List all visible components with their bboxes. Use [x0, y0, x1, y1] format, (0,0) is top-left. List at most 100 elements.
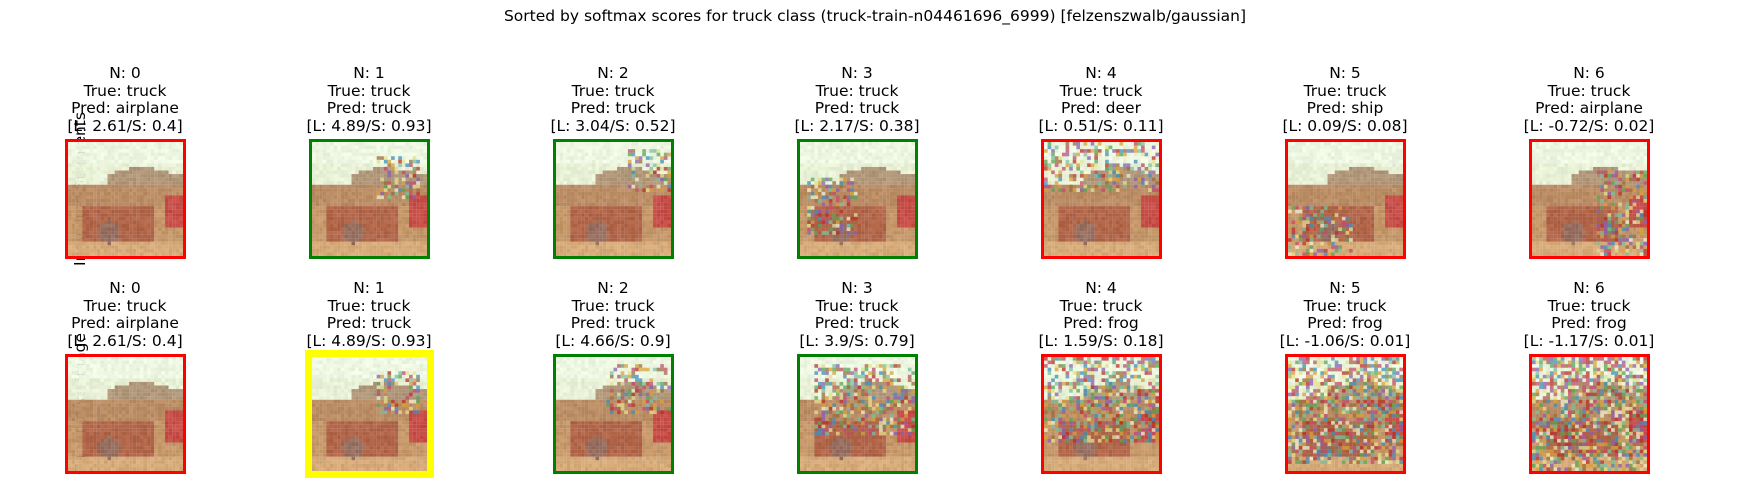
panel-index-label: N: 3	[841, 64, 873, 82]
panel-caption: N: 5 True: truck Pred: ship [L: 0.09/S: 0.0…	[1265, 64, 1425, 135]
panel-index-label: N: 5	[1329, 279, 1361, 297]
panel-scores-label: [L: 0.51/S: 0.11]	[1038, 116, 1164, 135]
panel-true-label: True: truck	[1303, 296, 1387, 315]
cumulative-panel-6: N: 6 True: truck Pred: frog [L: -1.17/S: 0.…	[1509, 279, 1669, 350]
panel-pred-label: Pred: ship	[1306, 99, 1384, 117]
panel-true-label: True: truck	[1547, 81, 1631, 100]
panel-image	[1285, 354, 1406, 474]
panel-image	[1529, 354, 1650, 474]
panel-image	[1041, 139, 1162, 259]
cumulative-panel-2: N: 2 True: truck Pred: truck [L: 4.66/S: 0.…	[533, 279, 693, 350]
panel-pred-label: Pred: frog	[1551, 314, 1627, 332]
panel-index-label: N: 1	[353, 279, 385, 297]
panel-true-label: True: truck	[83, 81, 167, 100]
panel-image-pixels	[800, 142, 915, 256]
panel-scores-label: [L: -1.17/S: 0.01]	[1523, 331, 1655, 350]
cumulative-panel-4: N: 4 True: truck Pred: frog [L: 1.59/S: 0.1…	[1021, 279, 1181, 350]
cumulative-panel-0: N: 0 True: truck Pred: airplane [L: 2.61/S:…	[45, 279, 205, 350]
panel-image-pixels	[556, 142, 671, 256]
panel-image	[553, 139, 674, 259]
panel-index-label: N: 5	[1329, 64, 1361, 82]
panel-image-pixels	[1288, 142, 1403, 256]
panel-caption: N: 3 True: truck Pred: truck [L: 2.17/S: 0.…	[777, 64, 937, 135]
cumulative-panel-3: N: 3 True: truck Pred: truck [L: 3.9/S: 0.7…	[777, 279, 937, 350]
panel-scores-label: [L: -0.72/S: 0.02]	[1523, 116, 1655, 135]
panel-scores-label: [L: 4.89/S: 0.93]	[306, 116, 432, 135]
panel-index-label: N: 4	[1085, 279, 1117, 297]
panel-pred-label: Pred: deer	[1061, 99, 1141, 117]
panel-caption: N: 2 True: truck Pred: truck [L: 4.66/S: 0.…	[533, 279, 693, 350]
segment-panel-3: N: 3 True: truck Pred: truck [L: 2.17/S: 0.…	[777, 64, 937, 135]
panel-scores-label: [L: 3.9/S: 0.79]	[799, 331, 915, 350]
segment-panel-6: N: 6 True: truck Pred: airplane [L: -0.72/S…	[1509, 64, 1669, 135]
segment-panel-0: N: 0 True: truck Pred: airplane [L: 2.61/S:…	[45, 64, 205, 135]
panel-index-label: N: 0	[109, 64, 141, 82]
panel-caption: N: 1 True: truck Pred: truck [L: 4.89/S: 0.…	[289, 64, 449, 135]
panel-scores-label: [L: 2.17/S: 0.38]	[794, 116, 920, 135]
panel-scores-label: [L: 4.89/S: 0.93]	[306, 331, 432, 350]
panel-scores-label: [L: -1.06/S: 0.01]	[1279, 331, 1411, 350]
panel-index-label: N: 4	[1085, 64, 1117, 82]
panel-image-pixels	[1044, 142, 1159, 256]
panel-image	[309, 139, 430, 259]
panel-caption: N: 4 True: truck Pred: deer [L: 0.51/S: 0.1…	[1021, 64, 1181, 135]
panel-image	[553, 354, 674, 474]
panel-image	[65, 354, 186, 474]
segment-panel-4: N: 4 True: truck Pred: deer [L: 0.51/S: 0.1…	[1021, 64, 1181, 135]
panel-image-pixels	[1288, 357, 1403, 471]
panel-caption: N: 5 True: truck Pred: frog [L: -1.06/S: 0.…	[1265, 279, 1425, 350]
panel-true-label: True: truck	[815, 296, 899, 315]
panel-image	[797, 139, 918, 259]
panel-image	[797, 354, 918, 474]
panel-image-pixels	[800, 357, 915, 471]
panel-true-label: True: truck	[327, 296, 411, 315]
panel-scores-label: [L: 2.61/S: 0.4]	[67, 116, 183, 135]
panel-caption: N: 0 True: truck Pred: airplane [L: 2.61/S:…	[45, 279, 205, 350]
panel-pred-label: Pred: truck	[570, 314, 656, 332]
panel-image	[1285, 139, 1406, 259]
panel-index-label: N: 3	[841, 279, 873, 297]
panel-caption: N: 0 True: truck Pred: airplane [L: 2.61/S:…	[45, 64, 205, 135]
panel-pred-label: Pred: truck	[326, 314, 412, 332]
panel-true-label: True: truck	[83, 296, 167, 315]
panel-true-label: True: truck	[1303, 81, 1387, 100]
panel-scores-label: [L: 3.04/S: 0.52]	[550, 116, 676, 135]
panel-image-pixels	[68, 142, 183, 256]
panel-pred-label: Pred: truck	[814, 314, 900, 332]
panel-image	[65, 139, 186, 259]
panel-scores-label: [L: 2.61/S: 0.4]	[67, 331, 183, 350]
panel-image-pixels	[68, 357, 183, 471]
panel-image-pixels	[1532, 357, 1647, 471]
panel-scores-label: [L: 0.09/S: 0.08]	[1282, 116, 1408, 135]
panel-caption: N: 4 True: truck Pred: frog [L: 1.59/S: 0.1…	[1021, 279, 1181, 350]
panel-caption: N: 2 True: truck Pred: truck [L: 3.04/S: 0.…	[533, 64, 693, 135]
panel-index-label: N: 6	[1573, 279, 1605, 297]
panel-image-pixels	[312, 357, 427, 471]
panel-caption: N: 1 True: truck Pred: truck [L: 4.89/S: 0.…	[289, 279, 449, 350]
panel-image	[1041, 354, 1162, 474]
panel-pred-label: Pred: truck	[570, 99, 656, 117]
panel-image	[305, 350, 434, 478]
panel-image-pixels	[556, 357, 671, 471]
cumulative-panel-1: N: 1 True: truck Pred: truck [L: 4.89/S: 0.…	[289, 279, 449, 350]
panel-true-label: True: truck	[1059, 81, 1143, 100]
panel-pred-label: Pred: frog	[1307, 314, 1383, 332]
panel-index-label: N: 0	[109, 279, 141, 297]
panel-true-label: True: truck	[571, 296, 655, 315]
panel-true-label: True: truck	[327, 81, 411, 100]
figure-title: Sorted by softmax scores for truck class…	[503, 7, 1247, 25]
cumulative-panel-5: N: 5 True: truck Pred: frog [L: -1.06/S: 0.…	[1265, 279, 1425, 350]
segment-panel-5: N: 5 True: truck Pred: ship [L: 0.09/S: 0.0…	[1265, 64, 1425, 135]
panel-true-label: True: truck	[815, 81, 899, 100]
panel-image-pixels	[312, 142, 427, 256]
panel-caption: N: 6 True: truck Pred: airplane [L: -0.72/S…	[1509, 64, 1669, 135]
panel-true-label: True: truck	[1547, 296, 1631, 315]
panel-pred-label: Pred: airplane	[71, 99, 179, 117]
panel-scores-label: [L: 1.59/S: 0.18]	[1038, 331, 1164, 350]
panel-image	[1529, 139, 1650, 259]
panel-index-label: N: 6	[1573, 64, 1605, 82]
panel-caption: N: 6 True: truck Pred: frog [L: -1.17/S: 0.…	[1509, 279, 1669, 350]
segment-panel-1: N: 1 True: truck Pred: truck [L: 4.89/S: 0.…	[289, 64, 449, 135]
panel-true-label: True: truck	[571, 81, 655, 100]
panel-pred-label: Pred: truck	[814, 99, 900, 117]
